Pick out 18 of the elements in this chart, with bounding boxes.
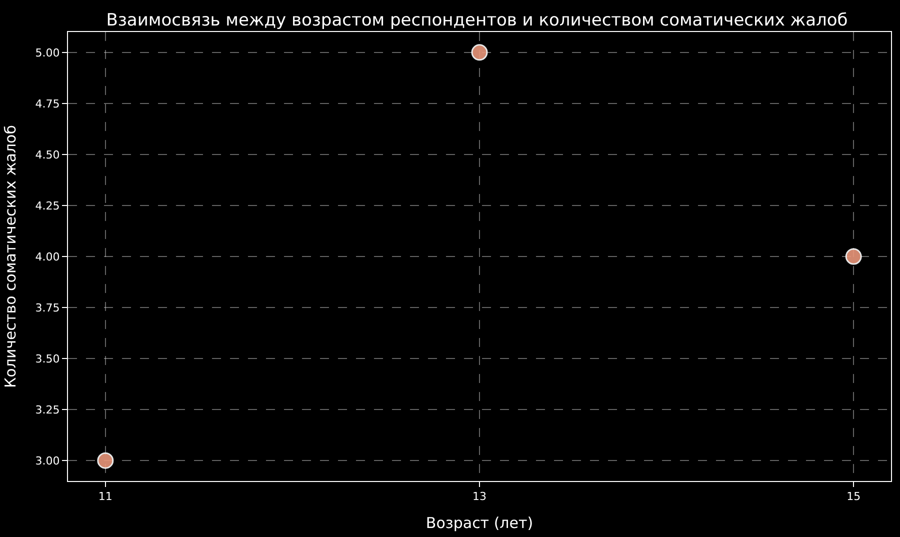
y-tick-label: 3.50 bbox=[35, 352, 60, 366]
y-tick-label: 4.50 bbox=[35, 148, 60, 162]
y-tick-label: 4.00 bbox=[35, 250, 60, 264]
x-tick-label: 11 bbox=[98, 490, 112, 504]
point bbox=[471, 44, 488, 61]
y-tick-label: 3.25 bbox=[35, 403, 60, 416]
point bbox=[97, 452, 114, 469]
y-axis-title: Количество соматических жалоб bbox=[2, 125, 20, 388]
y-tick-label: 3.75 bbox=[35, 301, 60, 314]
x-tick-label: 13 bbox=[472, 490, 486, 504]
point bbox=[845, 248, 862, 265]
x-tick-label: 15 bbox=[846, 490, 861, 504]
y-tick-label: 5.00 bbox=[35, 46, 60, 60]
y-tick-label: 4.75 bbox=[35, 97, 60, 110]
x-axis-title: Возраст (лет) bbox=[426, 514, 534, 532]
y-tick-label: 4.25 bbox=[35, 199, 60, 212]
chart-title: Взаимосвязь между возрастом респондентов и количеством соматических жалоб bbox=[106, 10, 848, 30]
y-tick-label: 3.00 bbox=[35, 454, 60, 468]
